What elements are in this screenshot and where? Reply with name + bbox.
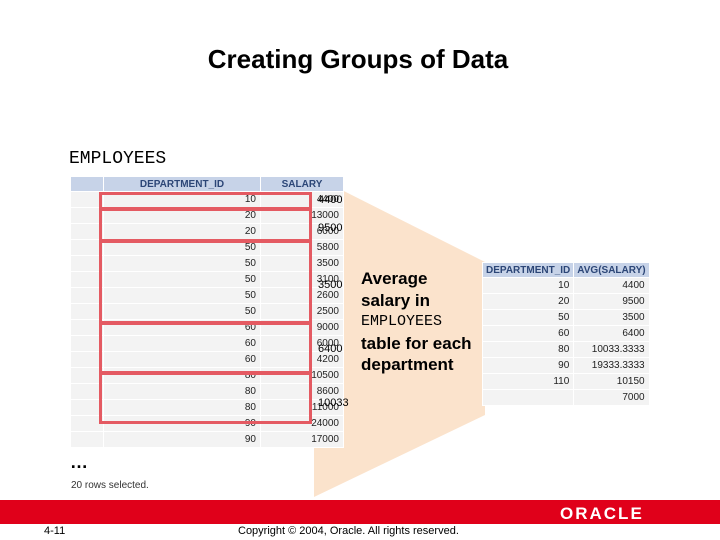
table-cell: 60 xyxy=(103,335,261,352)
ellipsis: … xyxy=(70,452,88,472)
row-selector-cell xyxy=(70,287,104,304)
column-header xyxy=(70,176,104,192)
table-cell xyxy=(481,389,575,406)
avg-salary-table: DEPARTMENT_ID AVG(SALARY) 10 4400 20 9500 50… xyxy=(481,262,650,406)
table-row: 50 3500 xyxy=(481,309,650,326)
table-row: 50 2500 xyxy=(70,303,344,320)
table-row: 20 6000 xyxy=(70,223,344,240)
row-selector-cell xyxy=(70,335,104,352)
table-row: 10 4400 xyxy=(70,191,344,208)
table-row: 80 10033.3333 xyxy=(481,341,650,358)
table-cell: 80 xyxy=(103,399,261,416)
table-cell: 50 xyxy=(103,287,261,304)
table-row: 50 5800 xyxy=(70,239,344,256)
table-row: 80 8600 xyxy=(70,383,344,400)
group-average-value: 3500 xyxy=(318,279,343,291)
slide-title: Creating Groups of Data xyxy=(207,44,509,74)
description-line: Average xyxy=(361,269,428,288)
description-line: salary in xyxy=(361,290,430,310)
table-cell: 19333.3333 xyxy=(573,357,650,374)
table-cell: 10033.3333 xyxy=(573,341,650,358)
table-cell: 10150 xyxy=(573,373,650,390)
table-row: 50 3500 xyxy=(70,255,344,272)
table-cell: 60 xyxy=(103,351,261,368)
table-cell: 50 xyxy=(103,303,261,320)
group-box-dept-80 xyxy=(99,372,312,424)
table-row: 110 10150 xyxy=(481,373,650,390)
table-row: 50 2600 xyxy=(70,287,344,304)
table-cell: 6000 xyxy=(260,223,344,240)
table-cell: 10 xyxy=(103,191,261,208)
table-cell: 110 xyxy=(481,373,575,390)
table-cell: 17000 xyxy=(260,431,344,448)
table-cell: 3500 xyxy=(573,309,650,326)
group-box-dept-50 xyxy=(99,240,312,324)
group-box-dept-60 xyxy=(99,322,312,374)
table-row: 60 6400 xyxy=(481,325,650,342)
table-cell: 9500 xyxy=(573,293,650,310)
column-header: DEPARTMENT_ID xyxy=(103,176,261,192)
page-number: 4-11 xyxy=(44,525,66,537)
table-row: 20 13000 xyxy=(70,207,344,224)
table-row: 60 4200 xyxy=(70,351,344,368)
table-cell: 90 xyxy=(103,431,261,448)
table-cell: 80 xyxy=(103,383,261,400)
copyright-text: Copyright © 2004, Oracle. All rights res… xyxy=(238,525,459,537)
row-selector-cell xyxy=(70,303,104,320)
table-row: 50 3100 xyxy=(70,271,344,288)
group-average-value: 10033 xyxy=(318,397,349,409)
table-cell: 11000 xyxy=(260,399,344,416)
column-header: AVG(SALARY) xyxy=(573,262,650,278)
description-table-name: EMPLOYEES xyxy=(361,313,443,330)
row-selector-cell xyxy=(70,223,104,240)
table-name-label: EMPLOYEES xyxy=(69,149,167,169)
row-selector-cell xyxy=(70,271,104,288)
table-row: 90 19333.3333 xyxy=(481,357,650,374)
column-header: SALARY xyxy=(260,176,344,192)
table-cell: 10 xyxy=(481,277,575,294)
column-header: DEPARTMENT_ID xyxy=(481,262,575,278)
table-cell: 80 xyxy=(481,341,575,358)
row-selector-cell xyxy=(70,191,104,208)
table-cell: 8600 xyxy=(260,383,344,400)
table-row: 90 17000 xyxy=(70,431,344,448)
table-cell: 6400 xyxy=(573,325,650,342)
group-average-value: 6400 xyxy=(318,343,343,355)
table-cell: 4400 xyxy=(573,277,650,294)
group-box-dept-20 xyxy=(99,208,312,242)
table-cell: 90 xyxy=(481,357,575,374)
table-cell: 7000 xyxy=(573,389,650,406)
description-line: table for each xyxy=(361,333,472,353)
table-cell: 20 xyxy=(481,293,575,310)
table-row: 7000 xyxy=(481,389,650,406)
description-line: department xyxy=(361,355,454,374)
group-average-value: 9500 xyxy=(318,222,343,234)
oracle-logo: ORACLE xyxy=(560,504,644,523)
table-row: 10 4400 xyxy=(481,277,650,294)
row-selector-cell xyxy=(70,415,104,432)
table-row: 20 9500 xyxy=(481,293,650,310)
table-row: 60 6000 xyxy=(70,335,344,352)
rows-selected-text: 20 rows selected. xyxy=(71,480,149,491)
table-cell: 2500 xyxy=(260,303,344,320)
row-selector-cell xyxy=(70,367,104,384)
row-selector-cell xyxy=(70,255,104,272)
table-cell: 20 xyxy=(103,223,261,240)
footer-bar xyxy=(0,500,720,524)
table-cell: 50 xyxy=(481,309,575,326)
group-average-value: 4400 xyxy=(318,194,343,206)
table-cell: 60 xyxy=(481,325,575,342)
row-selector-cell xyxy=(70,239,104,256)
table-row: 80 11000 xyxy=(70,399,344,416)
row-selector-cell xyxy=(70,431,104,448)
description-text: Average salary in EMPLOYEES table for ea… xyxy=(361,268,472,376)
